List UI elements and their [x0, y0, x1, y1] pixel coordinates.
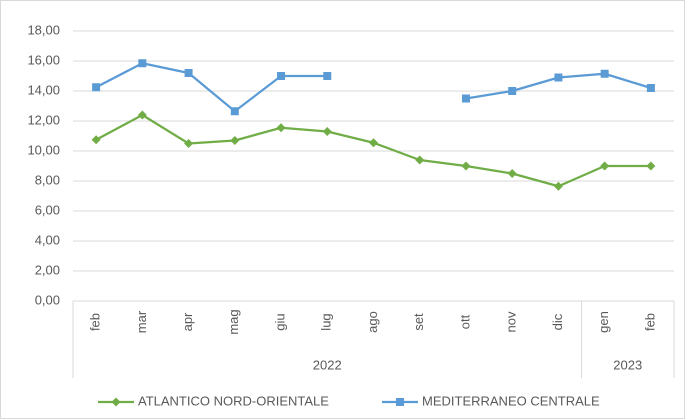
- data-point: [138, 59, 147, 68]
- x-tick-label: ago: [365, 311, 380, 333]
- x-tick-label: set: [411, 313, 426, 331]
- legend-label: ATLANTICO NORD-ORIENTALE: [138, 393, 329, 408]
- data-point: [137, 110, 147, 120]
- y-tick-label: 0,00: [35, 292, 60, 307]
- data-point: [553, 181, 563, 191]
- data-point: [554, 73, 563, 82]
- data-point: [646, 161, 656, 171]
- data-point: [323, 72, 332, 80]
- group-label: 2023: [613, 357, 642, 372]
- y-tick-label: 10,00: [27, 142, 60, 157]
- data-point: [600, 69, 609, 78]
- data-point: [276, 123, 286, 133]
- data-point: [322, 127, 332, 136]
- data-point: [184, 139, 194, 148]
- y-tick-label: 16,00: [27, 52, 60, 67]
- data-point: [91, 135, 101, 145]
- data-point: [508, 87, 517, 95]
- data-point: [184, 69, 193, 77]
- y-tick-label: 2,00: [35, 262, 60, 277]
- y-tick-label: 18,00: [27, 22, 60, 37]
- data-point: [92, 83, 101, 92]
- group-label: 2022: [313, 357, 342, 372]
- data-point: [461, 161, 471, 171]
- data-point: [230, 107, 239, 116]
- x-tick-label: feb: [642, 313, 657, 331]
- data-point: [646, 84, 655, 92]
- x-tick-label: giu: [272, 313, 287, 330]
- data-point: [396, 398, 404, 406]
- data-point: [600, 161, 610, 171]
- legend-label: MEDITERRANEO CENTRALE: [422, 393, 600, 408]
- x-tick-label: mag: [226, 309, 241, 334]
- data-point: [111, 397, 121, 407]
- y-tick-label: 12,00: [27, 112, 60, 127]
- y-tick-label: 6,00: [35, 202, 60, 217]
- data-point: [461, 94, 470, 103]
- data-point: [277, 72, 286, 80]
- data-point: [507, 169, 517, 178]
- x-tick-label: lug: [319, 313, 334, 330]
- x-tick-label: gen: [596, 311, 611, 333]
- x-tick-label: apr: [180, 312, 195, 331]
- y-tick-label: 8,00: [35, 172, 60, 187]
- data-point: [415, 155, 425, 165]
- data-point: [369, 138, 378, 148]
- y-tick-label: 4,00: [35, 232, 60, 247]
- x-tick-label: ott: [457, 314, 472, 329]
- y-tick-label: 14,00: [27, 82, 60, 97]
- x-tick-label: dic: [550, 313, 565, 330]
- x-tick-label: feb: [88, 313, 103, 331]
- x-tick-label: nov: [504, 311, 519, 332]
- x-tick-label: mar: [134, 310, 149, 333]
- data-point: [230, 136, 240, 145]
